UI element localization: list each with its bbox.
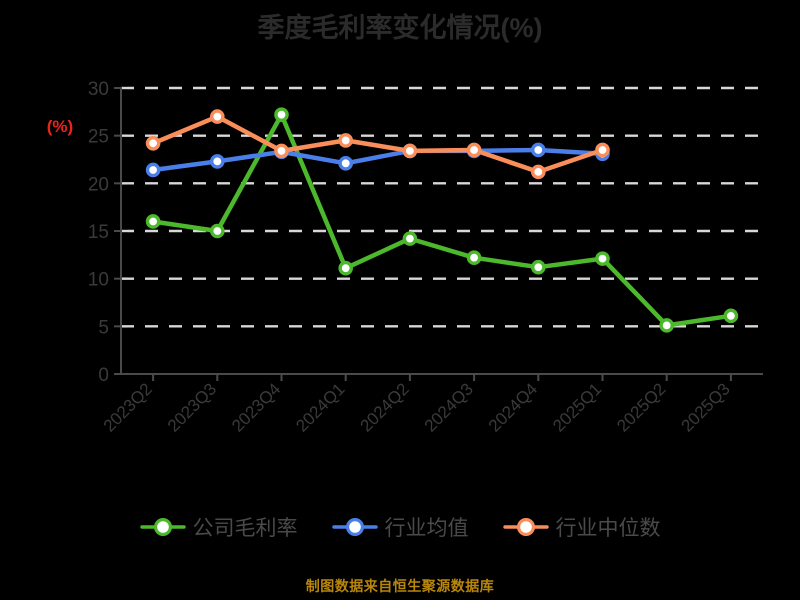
data-point[interactable] (145, 214, 161, 229)
y-axis-tick-label: 20 (88, 174, 109, 195)
y-axis-tick-label: 5 (98, 317, 109, 338)
data-point[interactable] (145, 162, 161, 178)
data-point[interactable] (209, 109, 225, 124)
data-point[interactable] (466, 250, 482, 265)
x-axis-tick-label: 2024Q4 (485, 379, 541, 435)
data-point[interactable] (723, 308, 739, 324)
chart-title: 季度毛利率变化情况(%) (257, 13, 543, 43)
series-line-2 (150, 114, 605, 175)
x-axis-tick-label: 2023Q3 (164, 379, 220, 435)
y-axis-tick-label: 10 (88, 270, 109, 291)
y-axis-tick-label: 25 (88, 127, 109, 148)
legend-label-2: 行业中位数 (555, 517, 661, 540)
data-point[interactable] (402, 143, 418, 159)
circle-marker-icon (139, 517, 186, 537)
y-axis-title: (%) (47, 117, 73, 136)
series-line-1 (150, 147, 605, 173)
data-point[interactable] (659, 318, 675, 333)
legend-item-0[interactable]: 公司毛利率 (139, 512, 298, 542)
data-point[interactable] (338, 260, 354, 276)
data-point[interactable] (531, 259, 546, 275)
legend-item-1[interactable]: 行业均值 (331, 512, 469, 542)
data-point[interactable] (402, 231, 418, 246)
circle-marker-icon (502, 517, 549, 537)
data-point[interactable] (338, 133, 354, 148)
footer-note: 制图数据来自恒生聚源数据库 (305, 578, 495, 594)
legend-dot (153, 517, 172, 537)
legend-label-0: 公司毛利率 (192, 517, 298, 540)
x-axis-tick-label: 2023Q4 (228, 379, 284, 435)
data-point[interactable] (145, 135, 161, 151)
x-axis-tick-label: 2025Q3 (678, 379, 734, 435)
y-axis-tick-label: 0 (98, 365, 109, 386)
data-point[interactable] (209, 223, 225, 239)
data-point[interactable] (466, 142, 482, 158)
x-axis-tick-label: 2023Q2 (100, 379, 156, 435)
chart-legend: 公司毛利率 行业均值 行业中位数 (0, 512, 800, 542)
y-axis-tick-label: 30 (88, 79, 109, 100)
series-line-0 (150, 112, 734, 328)
legend-label-1: 行业均值 (384, 517, 469, 540)
x-axis-tick-label: 2024Q2 (357, 379, 413, 435)
data-point[interactable] (595, 142, 610, 158)
data-point[interactable] (274, 107, 289, 122)
x-axis-tick-label: 2025Q2 (613, 379, 669, 435)
legend-dot (516, 517, 535, 537)
legend-item-2[interactable]: 行业中位数 (502, 512, 661, 542)
y-axis-tick-label: 15 (88, 222, 109, 243)
data-point[interactable] (531, 164, 546, 180)
data-point[interactable] (338, 156, 354, 171)
data-point[interactable] (209, 154, 225, 169)
x-axis-tick-label: 2025Q1 (549, 379, 605, 435)
data-point[interactable] (595, 251, 610, 266)
x-axis-tick-label: 2024Q3 (421, 379, 477, 435)
circle-marker-icon (331, 517, 378, 537)
data-point[interactable] (531, 142, 546, 158)
legend-dot (345, 517, 364, 537)
data-point[interactable] (274, 143, 289, 159)
x-axis-tick-label: 2024Q1 (292, 379, 348, 435)
